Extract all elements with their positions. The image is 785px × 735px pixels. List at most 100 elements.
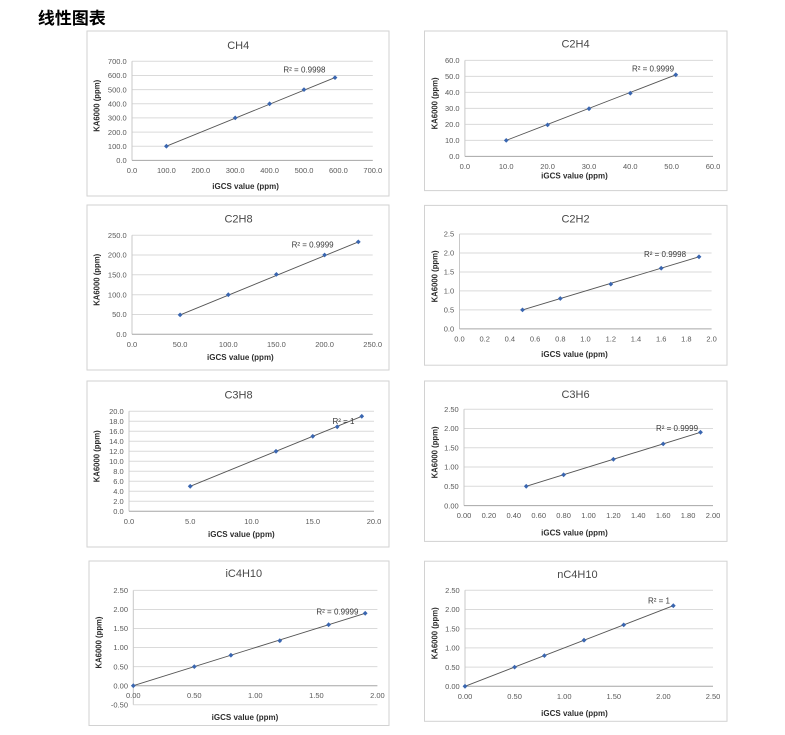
- svg-text:0.00: 0.00: [457, 511, 472, 520]
- svg-text:10.0: 10.0: [499, 162, 514, 171]
- svg-text:0.2: 0.2: [479, 334, 489, 343]
- svg-text:2.00: 2.00: [445, 605, 460, 614]
- svg-text:2.00: 2.00: [113, 605, 128, 614]
- svg-text:iGCS value (ppm): iGCS value (ppm): [212, 713, 279, 722]
- svg-text:200.0: 200.0: [191, 166, 210, 175]
- svg-text:600.0: 600.0: [329, 166, 348, 175]
- svg-text:1.50: 1.50: [445, 624, 460, 633]
- svg-text:1.00: 1.00: [248, 691, 263, 700]
- svg-text:KA6000 (ppm): KA6000 (ppm): [93, 430, 102, 482]
- svg-text:40.0: 40.0: [445, 88, 460, 97]
- svg-text:iGCS value (ppm): iGCS value (ppm): [212, 182, 279, 191]
- svg-text:C3H6: C3H6: [561, 389, 589, 401]
- svg-text:40.0: 40.0: [623, 162, 638, 171]
- svg-text:60.0: 60.0: [706, 162, 721, 171]
- svg-text:CH4: CH4: [227, 40, 249, 52]
- svg-text:KA6000 (ppm): KA6000 (ppm): [93, 79, 102, 131]
- svg-text:2.5: 2.5: [444, 230, 454, 239]
- svg-text:1.50: 1.50: [113, 624, 128, 633]
- svg-text:KA6000 (ppm): KA6000 (ppm): [93, 253, 102, 305]
- svg-text:0.0: 0.0: [127, 166, 137, 175]
- svg-text:R² = 0.9999: R² = 0.9999: [316, 608, 359, 617]
- svg-text:C3H8: C3H8: [224, 389, 252, 401]
- svg-text:250.0: 250.0: [363, 340, 382, 349]
- svg-text:1.0: 1.0: [580, 334, 590, 343]
- svg-text:300.0: 300.0: [226, 166, 245, 175]
- svg-text:400.0: 400.0: [260, 166, 279, 175]
- svg-text:4.0: 4.0: [113, 487, 123, 496]
- svg-text:0.0: 0.0: [127, 340, 137, 349]
- svg-text:0.50: 0.50: [113, 662, 128, 671]
- svg-text:1.50: 1.50: [309, 691, 324, 700]
- svg-text:0.50: 0.50: [507, 692, 522, 701]
- svg-text:15.0: 15.0: [305, 517, 320, 526]
- svg-text:600.0: 600.0: [108, 71, 127, 80]
- svg-text:1.40: 1.40: [631, 511, 646, 520]
- svg-text:0.50: 0.50: [445, 663, 460, 672]
- svg-text:C2H2: C2H2: [561, 214, 589, 226]
- svg-text:C2H8: C2H8: [224, 214, 252, 226]
- svg-text:0.4: 0.4: [505, 334, 515, 343]
- svg-text:2.00: 2.00: [444, 424, 459, 433]
- svg-text:KA6000 (ppm): KA6000 (ppm): [95, 616, 104, 668]
- svg-text:50.0: 50.0: [445, 72, 460, 81]
- svg-text:0.00: 0.00: [458, 692, 473, 701]
- svg-text:20.0: 20.0: [109, 407, 124, 416]
- svg-text:30.0: 30.0: [582, 162, 597, 171]
- svg-text:R² = 0.9999: R² = 0.9999: [656, 424, 699, 433]
- svg-text:1.4: 1.4: [631, 334, 641, 343]
- svg-text:8.0: 8.0: [113, 467, 123, 476]
- svg-text:6.0: 6.0: [113, 477, 123, 486]
- svg-text:2.50: 2.50: [444, 405, 459, 414]
- svg-text:nC4H10: nC4H10: [557, 569, 597, 581]
- svg-text:1.00: 1.00: [444, 463, 459, 472]
- svg-text:60.0: 60.0: [445, 56, 460, 65]
- svg-text:R² = 0.9998: R² = 0.9998: [283, 65, 326, 74]
- svg-text:KA6000 (ppm): KA6000 (ppm): [431, 250, 440, 302]
- svg-text:iGCS value (ppm): iGCS value (ppm): [541, 528, 608, 537]
- svg-text:1.8: 1.8: [681, 334, 691, 343]
- svg-text:iGCS value (ppm): iGCS value (ppm): [541, 350, 608, 359]
- svg-text:500.0: 500.0: [295, 166, 314, 175]
- svg-text:0.80: 0.80: [556, 511, 571, 520]
- svg-text:400.0: 400.0: [108, 100, 127, 109]
- svg-text:iC4H10: iC4H10: [225, 568, 262, 580]
- svg-text:0.0: 0.0: [454, 334, 464, 343]
- svg-text:14.0: 14.0: [109, 437, 124, 446]
- svg-text:0.0: 0.0: [116, 156, 126, 165]
- svg-text:R² = 0.9998: R² = 0.9998: [644, 250, 687, 259]
- svg-text:50.0: 50.0: [664, 162, 679, 171]
- svg-text:1.00: 1.00: [445, 644, 460, 653]
- svg-text:1.00: 1.00: [581, 511, 596, 520]
- svg-text:150.0: 150.0: [108, 271, 127, 280]
- svg-text:0.50: 0.50: [444, 482, 459, 491]
- svg-text:iGCS value (ppm): iGCS value (ppm): [208, 530, 275, 539]
- svg-text:2.0: 2.0: [444, 249, 454, 258]
- svg-text:R² = 0.9999: R² = 0.9999: [632, 64, 675, 73]
- svg-text:-0.50: -0.50: [111, 700, 128, 709]
- svg-text:0.8: 0.8: [555, 334, 565, 343]
- svg-text:0.0: 0.0: [116, 330, 126, 339]
- svg-text:1.50: 1.50: [606, 692, 621, 701]
- svg-text:700.0: 700.0: [108, 57, 127, 66]
- svg-text:16.0: 16.0: [109, 427, 124, 436]
- svg-text:0.0: 0.0: [449, 152, 459, 161]
- svg-text:1.60: 1.60: [656, 511, 671, 520]
- svg-text:5.0: 5.0: [185, 517, 195, 526]
- svg-text:0.50: 0.50: [187, 691, 202, 700]
- svg-text:0.00: 0.00: [445, 682, 460, 691]
- svg-text:2.00: 2.00: [706, 511, 721, 520]
- svg-text:0.00: 0.00: [113, 681, 128, 690]
- svg-text:150.0: 150.0: [267, 340, 286, 349]
- svg-text:iGCS value (ppm): iGCS value (ppm): [541, 171, 608, 180]
- svg-text:2.50: 2.50: [445, 586, 460, 595]
- svg-text:0.6: 0.6: [530, 334, 540, 343]
- svg-text:10.0: 10.0: [109, 457, 124, 466]
- svg-text:0.00: 0.00: [126, 691, 141, 700]
- svg-text:R² = 1: R² = 1: [333, 417, 356, 426]
- svg-text:1.0: 1.0: [444, 287, 454, 296]
- svg-text:12.0: 12.0: [109, 447, 124, 456]
- svg-text:100.0: 100.0: [108, 142, 127, 151]
- svg-text:R² = 1: R² = 1: [648, 597, 671, 606]
- svg-text:1.50: 1.50: [444, 444, 459, 453]
